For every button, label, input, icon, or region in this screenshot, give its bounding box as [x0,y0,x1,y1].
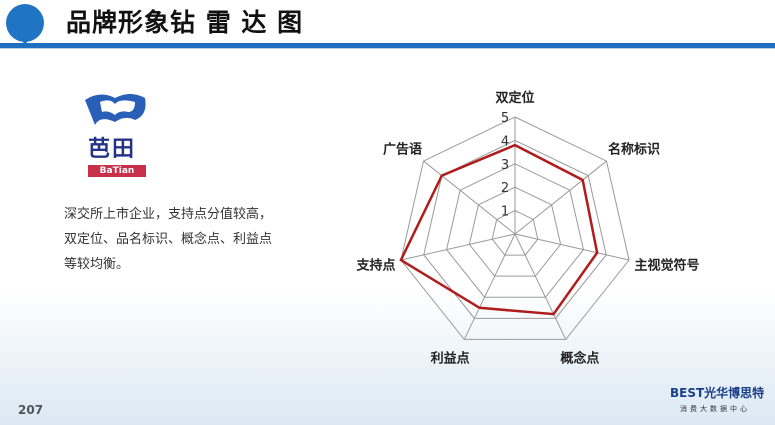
page-title: 品牌形象钻 雷 达 图 [66,8,304,37]
axis-label: 概念点 [560,350,599,366]
tick-label: 2 [501,181,509,196]
series-line [399,143,599,316]
batian-logo-icon [85,94,146,125]
axis-label: 利益点 [431,350,470,366]
footer-logo-subtitle: 消费大数据中心 [680,405,750,413]
axis-label: 名称标识 [608,142,660,158]
header-divider [0,43,775,48]
grid-spoke [514,233,567,340]
grid-ring-3 [446,163,584,298]
axis-label: 支持点 [356,257,396,273]
brand-name-en: BaTian [88,165,146,177]
grid-spoke [514,233,630,261]
city-background [0,290,775,425]
page-number: 207 [18,403,44,417]
header-divider-light [0,48,775,49]
brand-name-cn: 芭田 [88,137,137,162]
axis-label: 主视觉符号 [634,257,699,273]
tick-label: 3 [501,158,509,173]
grid-spoke [400,233,516,261]
axis-label: 双定位 [495,90,534,106]
grid-ring-1 [491,210,539,256]
grid-ring-2 [468,186,562,277]
header-logo-icon [6,4,44,46]
tick-label: 1 [501,205,509,220]
grid-spoke [423,160,516,235]
axis-label: 广告语 [383,142,422,158]
footer-logo-name: BEST光华博思特 [670,386,765,400]
grid-spoke [463,233,516,340]
tick-label: 4 [501,134,509,149]
description-text: 深交所上市企业，支持点分值较高，双定位、品名标识、概念点、利益点等较均衡。 [64,207,273,272]
grid-ring-5 [400,116,630,340]
grid-spoke [514,160,607,235]
tick-label: 5 [501,111,509,126]
grid-ring-4 [423,139,607,319]
